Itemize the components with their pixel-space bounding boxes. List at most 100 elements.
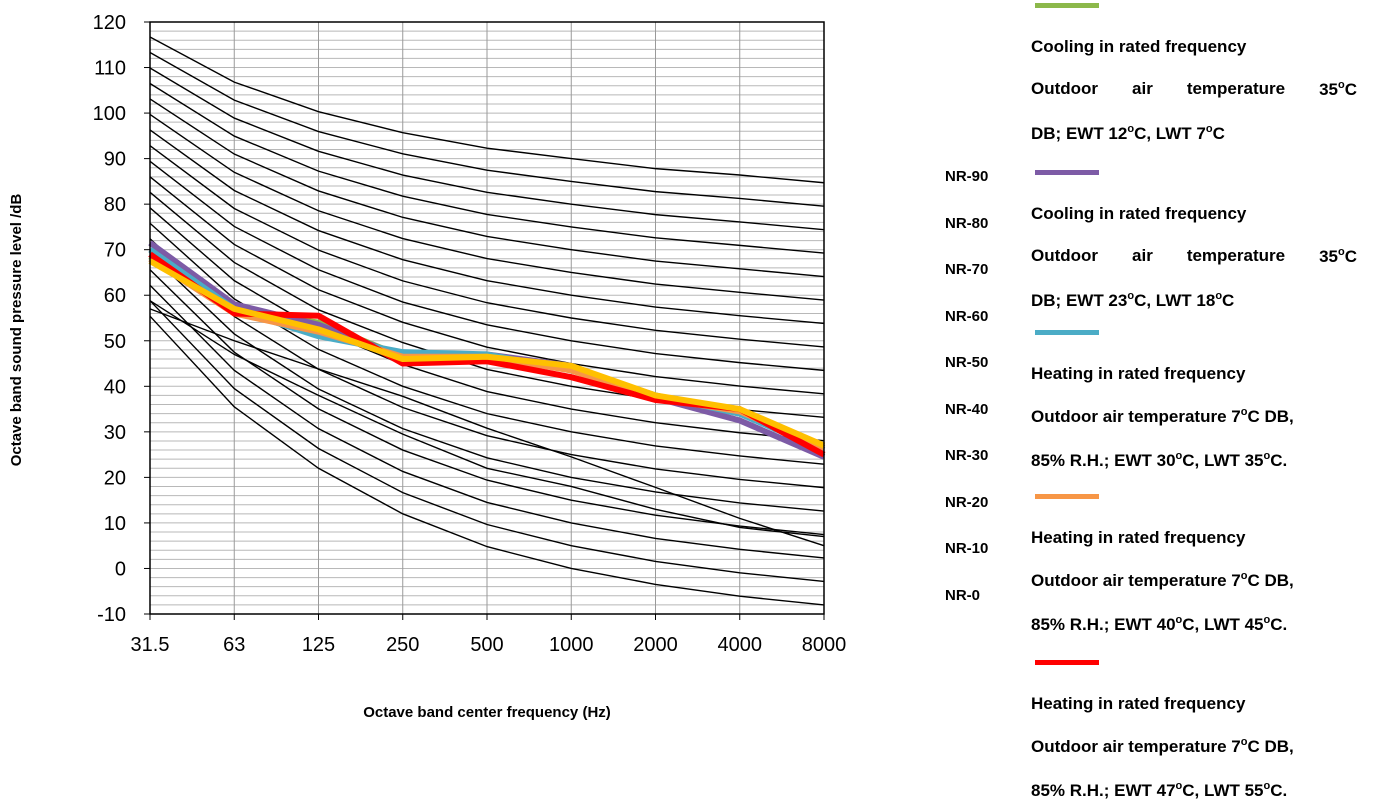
series-line xyxy=(148,258,826,449)
nr-curve xyxy=(149,300,825,583)
legend-text-part: 85% R.H.; EWT 40 xyxy=(1031,615,1176,634)
nr-curve xyxy=(149,269,825,536)
x-tick-label: 63 xyxy=(223,634,245,656)
legend-text-part: C, LWT 45 xyxy=(1182,615,1264,634)
nr-label: NR-60 xyxy=(945,307,989,325)
degree-superscript: o xyxy=(1215,290,1223,302)
legend-text-part: Outdoor xyxy=(1031,246,1099,265)
y-tick-label: 20 xyxy=(104,467,126,489)
legend-word: temperature xyxy=(1187,246,1285,267)
legend-word: air xyxy=(1132,246,1153,267)
x-tick-label: 250 xyxy=(386,634,419,656)
legend-text-part: air xyxy=(1132,79,1153,98)
legend-text-part: temperature xyxy=(1186,246,1286,265)
degree-superscript: o xyxy=(1205,123,1213,135)
legend-line-3: 85% R.H.; EWT 40oC, LWT 45oC. xyxy=(1031,614,1287,635)
y-tick-label: 50 xyxy=(104,331,126,353)
degree-superscript: o xyxy=(1240,736,1248,748)
y-tick-label: 90 xyxy=(104,149,126,171)
nr-label: NR-40 xyxy=(945,400,989,418)
legend-line-1: Cooling in rated frequency xyxy=(1031,37,1247,56)
legend-text-part: C, LWT 35 xyxy=(1182,451,1264,470)
y-tick-label: 80 xyxy=(104,194,126,216)
y-axis: -10 0 10 20 30 40 50 60 70 80 90 100 110 120 xyxy=(93,12,150,626)
y-tick-label: 0 xyxy=(115,558,126,580)
legend-line-2: Outdoor air temperature 7oC DB, xyxy=(1031,406,1294,427)
legend-text-part: 85% R.H.; EWT 47 xyxy=(1031,781,1176,800)
legend-swatch xyxy=(1035,170,1099,175)
degree-superscript: o xyxy=(1263,780,1271,792)
y-tick-label: 70 xyxy=(104,240,126,262)
y-tick-label: -10 xyxy=(97,604,126,626)
legend-text-part: C DB, xyxy=(1247,407,1294,426)
degree-superscript: o xyxy=(1175,780,1183,792)
nr-label: NR-30 xyxy=(945,447,989,464)
degree-superscript: o xyxy=(1337,79,1345,91)
nr-curve xyxy=(149,98,825,278)
x-axis-title: Octave band center frequency (Hz) xyxy=(363,704,611,721)
y-tick-label: 40 xyxy=(104,376,126,398)
legend-text-part: temperature xyxy=(1186,79,1286,98)
legend-line-2: Outdoor air temperature 7oC DB, xyxy=(1031,736,1294,757)
legend-text-part: 35 xyxy=(1319,247,1338,266)
legend-word: 35oC xyxy=(1319,79,1357,100)
legend-swatch xyxy=(1035,660,1099,665)
legend-line-3: DB; EWT 12oC, LWT 7oC xyxy=(1031,123,1225,144)
degree-superscript: o xyxy=(1263,450,1271,462)
nr-label: NR-20 xyxy=(945,493,989,511)
y-tick-label: 120 xyxy=(93,12,126,34)
y-tick-label: 60 xyxy=(104,285,126,307)
legend-text-part: air xyxy=(1132,246,1153,265)
legend-line-1: Heating in rated frequency xyxy=(1031,364,1246,383)
nr-label: NR-90 xyxy=(945,168,989,185)
legend-text-part: C xyxy=(1222,291,1235,310)
nr-curve xyxy=(149,129,825,325)
legend-text-part: 85% R.H.; EWT 30 xyxy=(1031,451,1176,470)
legend-text-part: Outdoor air temperature 7 xyxy=(1031,737,1241,756)
x-tick-label: 8000 xyxy=(802,634,847,656)
legend-swatch xyxy=(1035,494,1099,499)
legend-word: 35oC xyxy=(1319,246,1357,267)
nr-curve xyxy=(149,308,825,547)
nr-curve xyxy=(149,284,825,559)
x-tick-label: 2000 xyxy=(633,634,678,656)
nr-curve xyxy=(149,145,825,348)
nr-curve xyxy=(149,82,825,254)
legend-line-1: Heating in rated frequency xyxy=(1031,528,1246,547)
legend-line-2: Outdoor air temperature 7oC DB, xyxy=(1031,570,1294,591)
legend-text-part: DB; EWT 23 xyxy=(1031,291,1128,310)
legend-swatch xyxy=(1035,330,1099,335)
degree-superscript: o xyxy=(1175,450,1183,462)
legend-text-part: C DB, xyxy=(1247,571,1294,590)
legend-line-3: DB; EWT 23oC, LWT 18oC xyxy=(1031,290,1234,311)
legend-text-part: C, LWT 18 xyxy=(1134,291,1216,310)
legend-text-part: C xyxy=(1212,124,1225,143)
y-axis-title: Octave band sound pressure level /dB xyxy=(8,194,25,467)
legend-text-part: C. xyxy=(1270,451,1288,470)
legend-text-part: C. xyxy=(1270,615,1288,634)
legend-word: air xyxy=(1132,79,1153,100)
degree-superscript: o xyxy=(1175,614,1183,626)
degree-superscript: o xyxy=(1263,614,1271,626)
data-series xyxy=(148,240,826,460)
legend-text-part: C xyxy=(1344,80,1357,99)
legend-line-3: 85% R.H.; EWT 30oC, LWT 35oC. xyxy=(1031,450,1287,471)
x-tick-label: 4000 xyxy=(718,634,763,656)
nr-curve xyxy=(149,207,825,442)
legend-text-part: Outdoor xyxy=(1031,79,1099,98)
x-tick-label: 31.5 xyxy=(131,634,170,656)
legend-line-2: Outdoor air temperature 35oC xyxy=(1031,246,1357,267)
y-tick-label: 10 xyxy=(104,513,126,535)
legend-text-part: Outdoor air temperature 7 xyxy=(1031,571,1241,590)
nr-chart: -10 0 10 20 30 40 50 60 70 80 90 100 110 120 31.5 63 12… xyxy=(8,12,847,721)
legend-text-part: Outdoor air temperature 7 xyxy=(1031,407,1241,426)
nr-label: NR-0 xyxy=(945,586,981,604)
legend-line-1: Cooling in rated frequency xyxy=(1031,204,1247,223)
legend-word: Outdoor xyxy=(1031,79,1098,100)
nr-label: NR-70 xyxy=(945,261,989,278)
nr-label: NR-10 xyxy=(945,540,989,557)
legend-text-part: DB; EWT 12 xyxy=(1031,124,1128,143)
nr-curve xyxy=(149,113,825,301)
legend-line-2: Outdoor air temperature 35oC xyxy=(1031,79,1357,100)
nr-curve xyxy=(149,176,825,395)
